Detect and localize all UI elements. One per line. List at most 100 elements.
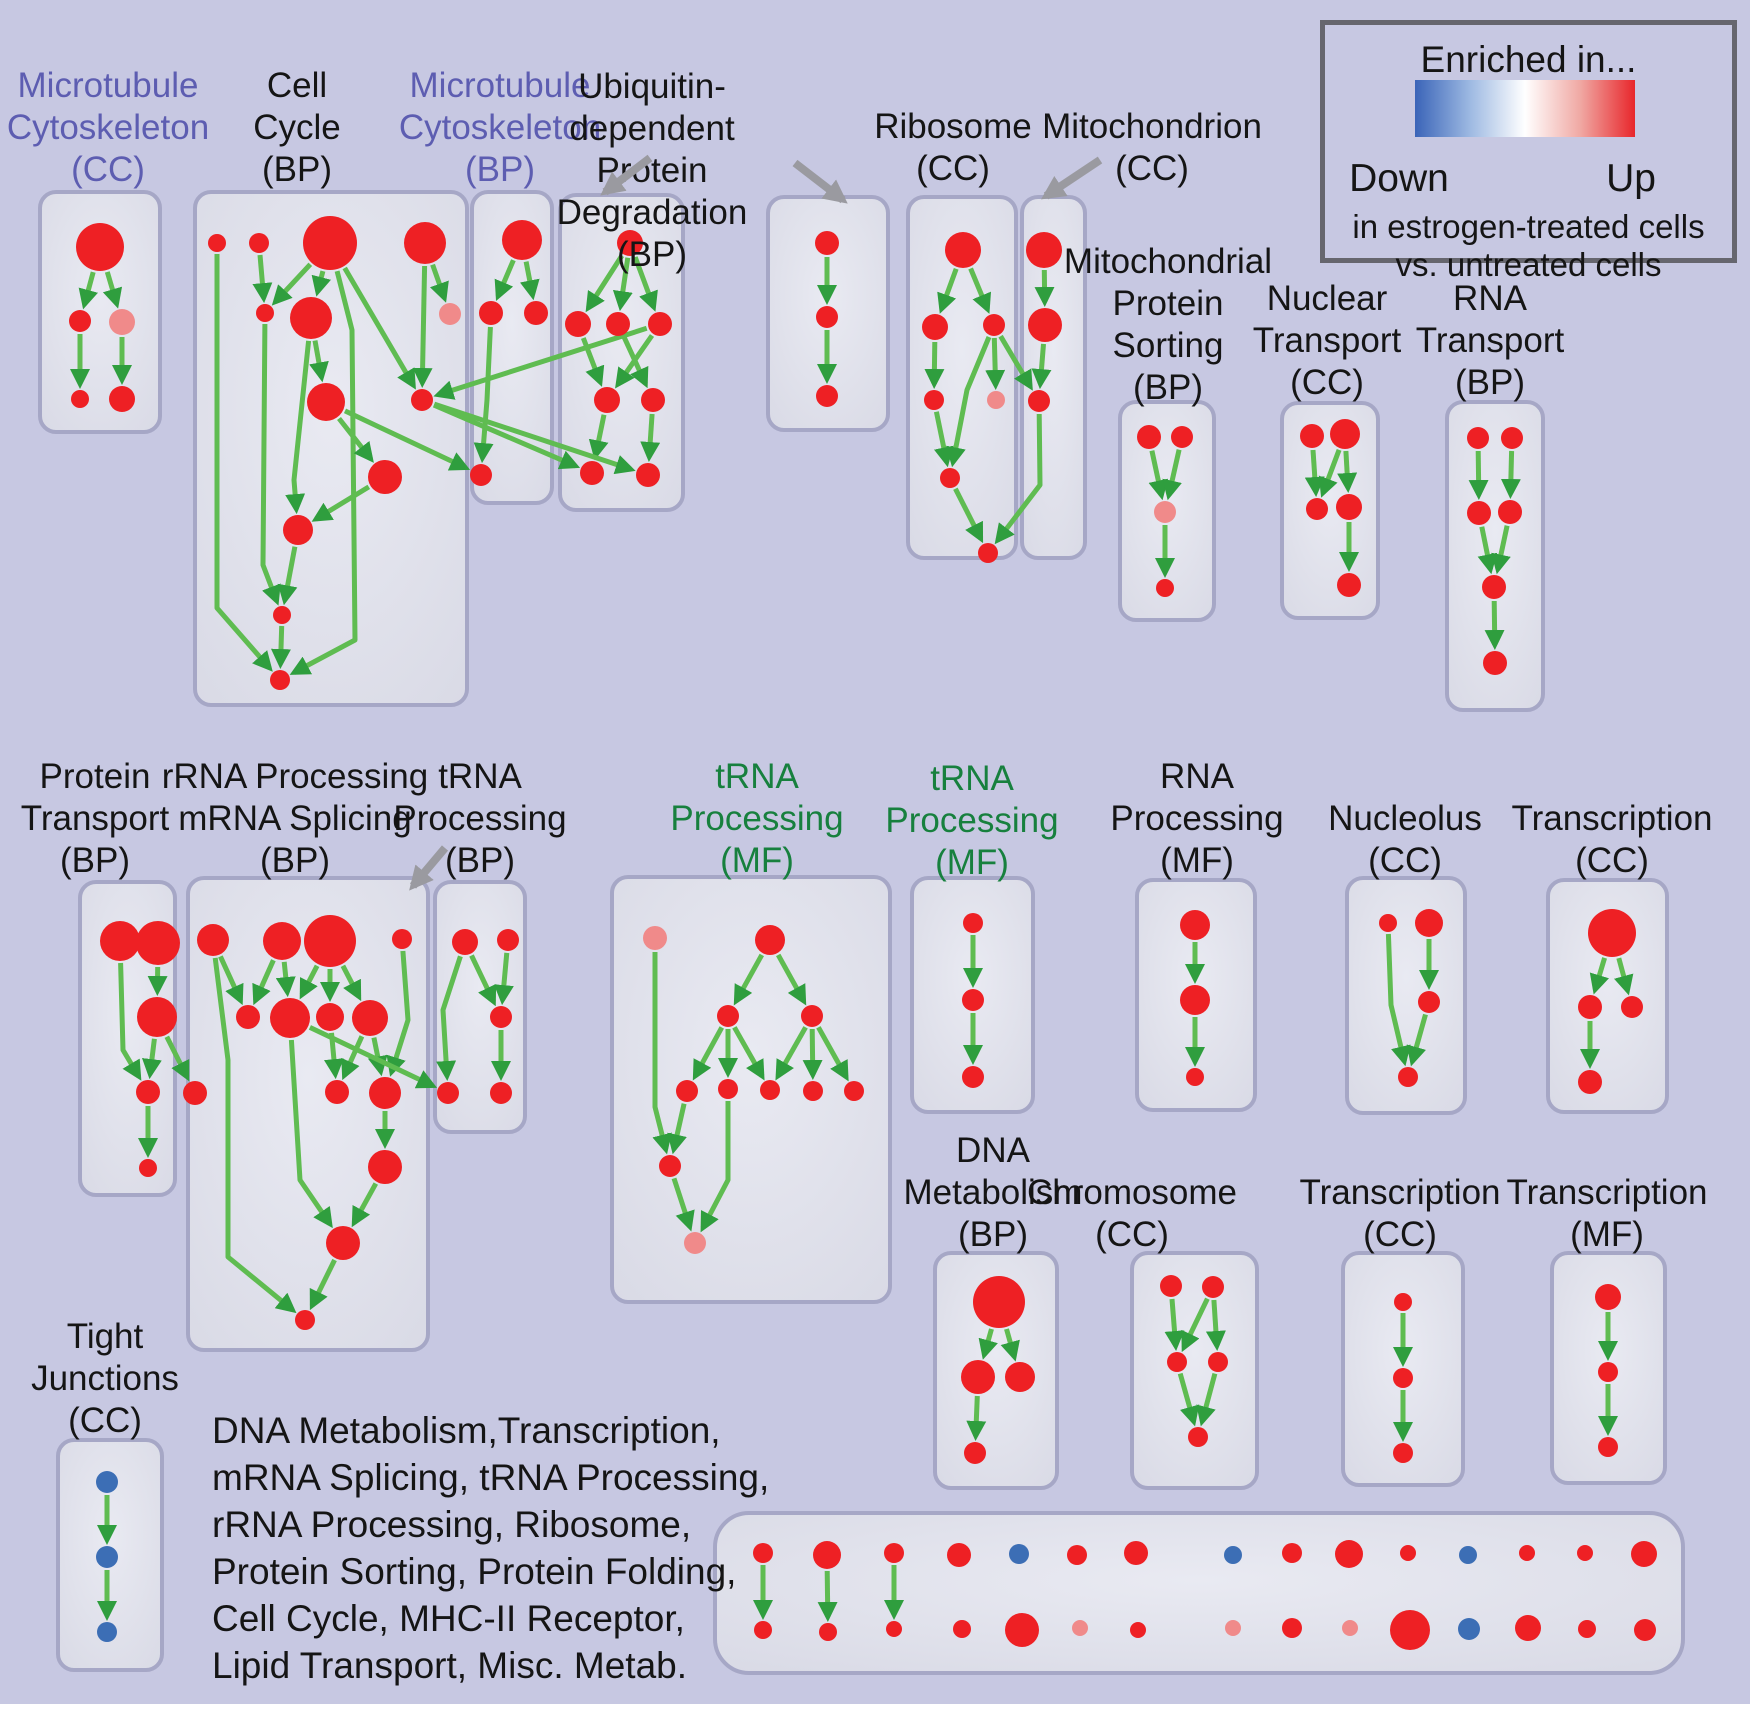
edge	[337, 416, 374, 463]
gene-node	[1009, 1544, 1029, 1564]
gene-node	[1156, 579, 1174, 597]
gene-node	[1282, 1618, 1302, 1638]
gene-node	[815, 231, 839, 255]
gene-node	[1515, 1615, 1541, 1641]
gene-node	[352, 1000, 388, 1036]
cluster-label-mito-protein-sorting: Mitochondrial Protein Sorting (BP)	[1064, 242, 1272, 407]
edge	[1148, 450, 1169, 501]
gene-node	[884, 1543, 904, 1563]
gene-node	[270, 670, 290, 690]
edge	[966, 1395, 987, 1441]
edge	[1031, 343, 1052, 390]
gene-node	[962, 1066, 984, 1088]
edge	[671, 1177, 695, 1232]
edge	[775, 1026, 808, 1081]
edge	[1181, 1297, 1210, 1353]
gene-node	[886, 1621, 902, 1637]
legend-subtitle-2: vs. untreated cells	[1395, 246, 1662, 283]
gene-node	[819, 1623, 837, 1641]
gene-node	[263, 922, 301, 960]
gene-node	[953, 1620, 971, 1638]
edge	[632, 256, 658, 312]
legend: Enriched in... Down Up in estrogen-treat…	[1320, 20, 1737, 283]
mega-line: mRNA Splicing, tRNA Processing,	[212, 1457, 770, 1498]
cluster-label-microtubule-cc: Microtubule Cytoskeleton (CC)	[7, 66, 209, 189]
gene-node	[270, 998, 310, 1038]
gene-node	[1208, 1352, 1228, 1372]
gene-node	[1028, 390, 1050, 412]
gene-node	[1342, 1620, 1358, 1636]
edge	[1589, 957, 1609, 995]
edge	[342, 266, 416, 390]
edge	[285, 340, 312, 515]
gene-node	[606, 312, 630, 336]
gene-node	[978, 543, 998, 563]
edge	[937, 267, 959, 314]
cluster-label-trna-bp: tRNA Processing (BP)	[393, 757, 566, 880]
edge	[700, 1101, 731, 1233]
gene-node	[109, 309, 135, 335]
gene-node	[1394, 1293, 1412, 1311]
edge	[309, 1258, 337, 1311]
figure-bottom-margin	[0, 1704, 1750, 1715]
gene-node	[803, 1081, 823, 1101]
edge	[817, 1570, 838, 1622]
edge	[270, 625, 291, 669]
gene-node	[437, 1082, 459, 1104]
gene-node	[1595, 1284, 1621, 1310]
gene-node	[1598, 1437, 1618, 1457]
edge	[309, 340, 329, 383]
cluster-label-ribosome-cc: Ribosome (CC)	[874, 107, 1032, 188]
edge	[367, 1037, 388, 1077]
gene-node	[1306, 498, 1328, 520]
gene-node	[617, 230, 643, 256]
cluster-box-mixed-processes	[713, 1511, 1685, 1675]
gene-node	[304, 915, 356, 967]
gene-node	[1418, 991, 1440, 1013]
gene-node	[1458, 1618, 1480, 1640]
cross-edge	[432, 402, 581, 470]
gene-node	[1467, 427, 1489, 449]
edge	[1500, 450, 1521, 499]
mega-cluster-description: DNA Metabolism,Transcription, mRNA Splic…	[212, 1407, 769, 1689]
edge	[733, 953, 764, 1006]
cross-edge	[433, 401, 636, 475]
cluster-box-dna-metabolism	[933, 1251, 1059, 1490]
gene-node	[1188, 1427, 1208, 1447]
edge	[386, 950, 411, 1077]
gene-node	[717, 1005, 739, 1027]
gene-node	[1398, 1067, 1418, 1087]
gene-node	[1167, 1352, 1187, 1372]
legend-title: Enriched in...	[1420, 39, 1637, 80]
label-pointer-arrow	[600, 154, 653, 196]
gene-node	[470, 464, 492, 486]
edge	[588, 414, 609, 461]
gene-node	[755, 925, 785, 955]
edge	[621, 335, 649, 389]
gene-node	[1335, 1540, 1363, 1568]
edge	[118, 962, 142, 1081]
edge	[212, 957, 297, 1314]
edge	[436, 955, 463, 1081]
gene-node	[404, 222, 446, 264]
gene-node	[1577, 1545, 1593, 1561]
cluster-box-rrna-mrna-bp	[186, 876, 430, 1352]
cluster-label-rna-processing-mf: RNA Processing (MF)	[1110, 757, 1283, 880]
label-pointer-arrow	[409, 845, 449, 891]
edge	[1484, 600, 1505, 650]
gene-node	[987, 391, 1005, 409]
gene-node	[963, 913, 983, 933]
cluster-label-mitochondrion-cc: Mitochondrion (CC)	[1042, 107, 1262, 188]
gene-node	[816, 385, 838, 407]
gene-node	[816, 306, 838, 328]
edge	[351, 1182, 378, 1228]
legend-up-label: Up	[1606, 157, 1656, 200]
gene-node	[801, 1005, 823, 1027]
gene-node	[1282, 1543, 1302, 1563]
legend-down-label: Down	[1349, 157, 1449, 200]
cluster-label-transcription-mf: Transcription (MF)	[1507, 1173, 1708, 1254]
gene-node	[754, 1621, 772, 1639]
gene-node	[1330, 419, 1360, 449]
